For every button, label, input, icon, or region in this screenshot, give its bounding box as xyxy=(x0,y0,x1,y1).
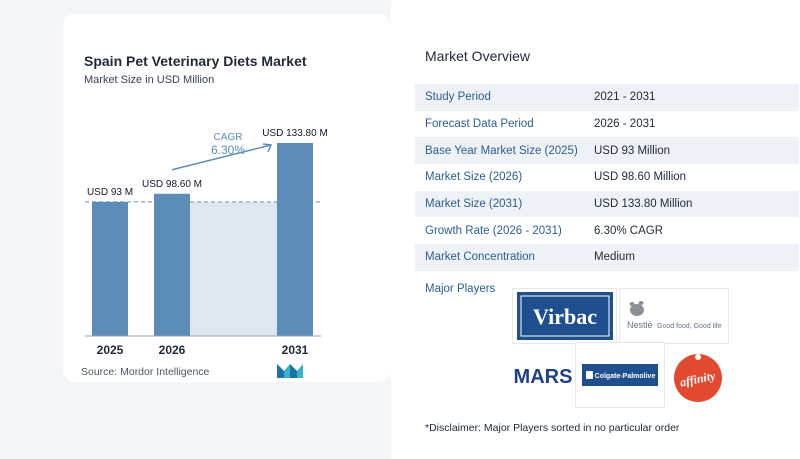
value-label: USD 133.80 M xyxy=(262,128,328,139)
row-value: Medium xyxy=(594,251,635,264)
row-value: 2021 - 2031 xyxy=(594,91,656,104)
nest-bird-icon xyxy=(629,301,644,316)
x-tick-label: 2026 xyxy=(159,343,186,357)
row-label: Base Year Market Size (2025) xyxy=(425,144,578,157)
bar-chart: 2025 2026 2031 USD 93 M USD 98.60 M USD 133.… xyxy=(85,128,328,357)
disclaimer: *Disclaimer: Major Players sorted in no … xyxy=(425,422,680,434)
row-value: 6.30% CAGR xyxy=(594,224,664,237)
row-value: USD 98.60 Million xyxy=(594,171,687,184)
x-tick-label: 2031 xyxy=(282,343,309,357)
cagr-value: 6.30% xyxy=(211,143,245,157)
row-value: USD 93 Million xyxy=(594,144,671,157)
bar-2026 xyxy=(154,193,190,336)
mars-logo-graphic: MARS xyxy=(514,366,573,388)
colgate-palmolive-logo-text: Colgate-Palmolive xyxy=(595,373,656,380)
row-label: Market Size (2031) xyxy=(425,198,523,211)
row-label: Study Period xyxy=(425,91,491,104)
colgate-palmolive-logo-graphic: Colgate-Palmolive xyxy=(582,364,658,386)
row-value: USD 133.80 Million xyxy=(594,198,693,211)
nestle-logo: Nestlé Good food, Good life xyxy=(619,288,729,344)
mars-logo: MARS xyxy=(512,346,574,404)
chart-title: Spain Pet Veterinary Diets Market xyxy=(84,53,307,69)
overview-title: Market Overview xyxy=(425,48,531,64)
overview-row: Market Size (2026) USD 98.60 Million xyxy=(415,164,799,191)
market-overview-panel: Market Overview Study Period 2021 - 2031… xyxy=(391,0,800,459)
bar-2025 xyxy=(92,201,128,336)
mars-logo-text: MARS xyxy=(514,366,573,388)
cagr-arrow-head xyxy=(262,143,273,153)
row-label: Market Size (2026) xyxy=(425,171,523,184)
major-players-label: Major Players xyxy=(425,283,496,295)
overview-table: Study Period 2021 - 2031 Forecast Data P… xyxy=(415,84,799,271)
overview-row: Market Concentration Medium xyxy=(415,244,799,271)
nestle-logo-graphic: Nestlé Good food, Good life xyxy=(627,301,722,330)
nestle-logo-text: Nestlé xyxy=(627,320,653,330)
mordor-logo-icon xyxy=(277,364,303,378)
overview-row: Market Size (2031) USD 133.80 Million xyxy=(415,190,799,218)
overview-row: Forecast Data Period 2026 - 2031 xyxy=(415,110,799,138)
virbac-logo: Virbac xyxy=(512,288,617,344)
chart-card: Spain Pet Veterinary Diets Market Market… xyxy=(63,14,391,382)
virbac-logo-text: Virbac xyxy=(533,304,597,329)
value-label: USD 93 M xyxy=(87,187,133,198)
value-label: USD 98.60 M xyxy=(142,179,202,190)
x-tick-label: 2025 xyxy=(97,343,124,357)
row-label: Market Concentration xyxy=(425,251,535,264)
affinity-logo-graphic: affinity xyxy=(674,354,722,402)
virbac-logo-graphic: Virbac xyxy=(516,292,613,340)
row-label: Growth Rate (2026 - 2031) xyxy=(425,224,562,237)
chart-subtitle: Market Size in USD Million xyxy=(84,74,215,86)
bar-2031 xyxy=(277,143,313,336)
row-label: Forecast Data Period xyxy=(425,118,534,131)
overview-row: Base Year Market Size (2025) USD 93 Mill… xyxy=(415,137,799,165)
nestle-tagline: Good food, Good life xyxy=(657,323,722,330)
colgate-palmolive-logo: Colgate-Palmolive xyxy=(575,342,665,408)
overview-row: Growth Rate (2026 - 2031) 6.30% CAGR xyxy=(415,217,799,245)
cagr-label: CAGR xyxy=(214,132,243,143)
row-value: 2026 - 2031 xyxy=(594,118,656,131)
growth-shade-area xyxy=(190,201,277,336)
source-note: Source: Mordor Intelligence xyxy=(81,366,210,378)
colgate-emblem-icon xyxy=(586,371,593,379)
affinity-logo: affinity xyxy=(667,346,729,408)
cagr-arrow xyxy=(171,144,272,171)
overview-row: Study Period 2021 - 2031 xyxy=(415,84,799,111)
